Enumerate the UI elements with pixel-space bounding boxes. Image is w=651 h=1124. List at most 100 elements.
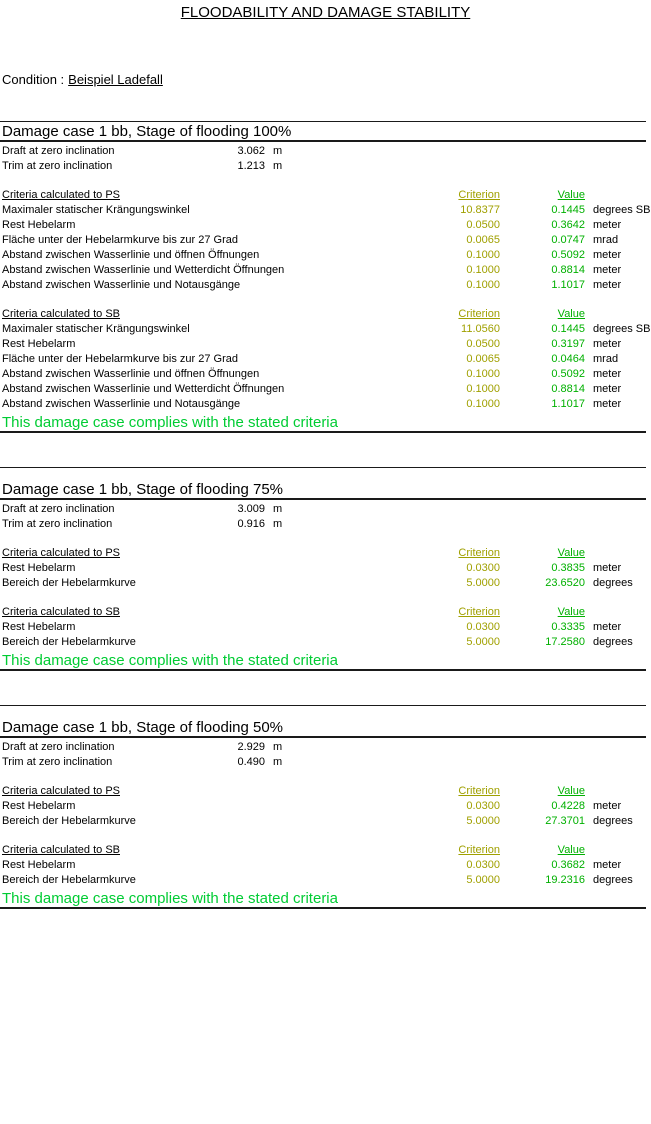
dimension-label: Draft at zero inclination (2, 503, 115, 515)
value-number: 0.3335 (551, 621, 585, 633)
condition-label: Condition : (2, 72, 65, 87)
criteria-label: Rest Hebelarm (2, 338, 76, 350)
criteria-label: Fläche unter der Hebelarmkurve bis zur 2… (2, 234, 238, 246)
condition-line: Condition : Beispiel Ladefall (2, 72, 651, 87)
unit-label: meter (593, 249, 622, 261)
criteria-label: Rest Hebelarm (2, 800, 76, 812)
criterion-number: 0.0500 (466, 219, 500, 231)
criteria-row: Rest Hebelarm 0.0300 0.3335 meter (0, 620, 651, 635)
criteria-label: Bereich der Hebelarmkurve (2, 815, 136, 827)
criteria-row: Fläche unter der Hebelarmkurve bis zur 2… (0, 352, 651, 367)
criteria-label: Abstand zwischen Wasserlinie und Notausg… (2, 398, 241, 410)
value-number: 0.1445 (551, 204, 585, 216)
value-number: 0.0747 (551, 234, 585, 246)
value-column-header: Value (557, 189, 585, 201)
criterion-number: 0.1000 (466, 249, 500, 261)
dimension-rows: Draft at zero inclination 3.009 m Trim at z… (0, 502, 651, 532)
criteria-label: Fläche unter der Hebelarmkurve bis zur 2… (2, 353, 238, 365)
criterion-column-header: Criterion (458, 308, 500, 320)
unit-label: meter (593, 800, 622, 812)
value-number: 0.1445 (551, 323, 585, 335)
criterion-number: 0.0300 (466, 621, 500, 633)
criteria-group-heading: Criteria calculated to PS (2, 785, 120, 797)
unit-label: meter (593, 338, 622, 350)
criteria-label: Bereich der Hebelarmkurve (2, 636, 136, 648)
criterion-number: 0.0300 (466, 800, 500, 812)
section-title: Damage case 1 bb, Stage of flooding 75% (2, 481, 284, 498)
criteria-label: Maximaler statischer Krängungswinkel (2, 323, 190, 335)
criteria-header-row: Criteria calculated to PS Criterion Value (0, 188, 651, 203)
criteria-label: Rest Hebelarm (2, 562, 76, 574)
criterion-column-header: Criterion (458, 547, 500, 559)
section-title: Damage case 1 bb, Stage of flooding 50% (2, 719, 284, 736)
criterion-number: 0.0500 (466, 338, 500, 350)
unit-label: degrees SB (593, 323, 651, 335)
criterion-number: 5.0000 (466, 577, 500, 589)
criteria-group-heading: Criteria calculated to SB (2, 606, 120, 618)
unit-label: meter (593, 621, 622, 633)
dimension-label: Trim at zero inclination (2, 160, 113, 172)
criteria-row: Rest Hebelarm 0.0300 0.3682 meter (0, 858, 651, 873)
value-column-header: Value (557, 547, 585, 559)
unit-label: meter (593, 368, 622, 380)
unit-label: meter (593, 383, 622, 395)
dimension-row: Trim at zero inclination 0.916 m (0, 517, 651, 532)
unit-label: mrad (593, 353, 619, 365)
criteria-group: Criteria calculated to PS Criterion Value R… (0, 546, 651, 591)
value-number: 0.8814 (551, 383, 585, 395)
unit-label: meter (593, 264, 622, 276)
criterion-number: 0.1000 (466, 383, 500, 395)
unit-label: mrad (593, 234, 619, 246)
criterion-number: 5.0000 (466, 874, 500, 886)
value-number: 0.3682 (551, 859, 585, 871)
unit-label: degrees SB (593, 204, 651, 216)
dimension-rows: Draft at zero inclination 2.929 m Trim at z… (0, 740, 651, 770)
report-page: FLOODABILITY AND DAMAGE STABILITY Condit… (0, 4, 651, 909)
section-title-rule (0, 736, 646, 738)
dimension-unit: m (273, 518, 283, 530)
section-title-rule (0, 498, 646, 500)
dimension-value: 3.009 (237, 503, 265, 515)
criterion-column-header: Criterion (458, 189, 500, 201)
criteria-row: Abstand zwischen Wasserlinie und Wetterd… (0, 263, 651, 278)
criteria-row: Bereich der Hebelarmkurve 5.0000 23.6520 de… (0, 576, 651, 591)
dimension-label: Trim at zero inclination (2, 518, 113, 530)
value-column-header: Value (557, 606, 585, 618)
criterion-column-header: Criterion (458, 785, 500, 797)
unit-label: degrees (593, 815, 633, 827)
criteria-group: Criteria calculated to SB Criterion Value R… (0, 843, 651, 888)
criteria-header-row: Criteria calculated to SB Criterion Value (0, 843, 651, 858)
dimension-row: Draft at zero inclination 3.009 m (0, 502, 651, 517)
criteria-row: Maximaler statischer Krängungswinkel 11.0… (0, 322, 651, 337)
criteria-header-row: Criteria calculated to PS Criterion Value (0, 546, 651, 561)
criteria-header-row: Criteria calculated to SB Criterion Value (0, 605, 651, 620)
criterion-number: 0.0065 (466, 234, 500, 246)
dimension-unit: m (273, 741, 283, 753)
section-title: Damage case 1 bb, Stage of flooding 100% (2, 123, 292, 140)
criteria-group: Criteria calculated to SB Criterion Value R… (0, 605, 651, 650)
criterion-number: 0.1000 (466, 264, 500, 276)
criterion-column-header: Criterion (458, 844, 500, 856)
value-number: 19.2316 (545, 874, 585, 886)
criteria-label: Abstand zwischen Wasserlinie und öffnen … (2, 249, 260, 261)
compliance-statement: This damage case complies with the state… (2, 890, 338, 907)
dimension-value: 0.490 (237, 756, 265, 768)
unit-label: meter (593, 562, 622, 574)
dimension-row: Trim at zero inclination 1.213 m (0, 159, 651, 174)
value-column-header: Value (557, 785, 585, 797)
criteria-label: Abstand zwischen Wasserlinie und Notausg… (2, 279, 241, 291)
criterion-number: 0.0300 (466, 562, 500, 574)
value-number: 0.3835 (551, 562, 585, 574)
damage-case-sections: Damage case 1 bb, Stage of flooding 100%… (0, 121, 651, 909)
value-column-header: Value (557, 844, 585, 856)
dimension-unit: m (273, 756, 283, 768)
dimension-row: Trim at zero inclination 0.490 m (0, 755, 651, 770)
criterion-number: 10.8377 (460, 204, 500, 216)
dimension-value: 1.213 (237, 160, 265, 172)
criteria-row: Fläche unter der Hebelarmkurve bis zur 2… (0, 233, 651, 248)
unit-label: meter (593, 219, 622, 231)
criterion-number: 11.0560 (461, 323, 500, 335)
criteria-row: Abstand zwischen Wasserlinie und öffnen … (0, 248, 651, 263)
criteria-row: Rest Hebelarm 0.0500 0.3197 meter (0, 337, 651, 352)
criteria-label: Abstand zwischen Wasserlinie und Wetterd… (2, 264, 285, 276)
